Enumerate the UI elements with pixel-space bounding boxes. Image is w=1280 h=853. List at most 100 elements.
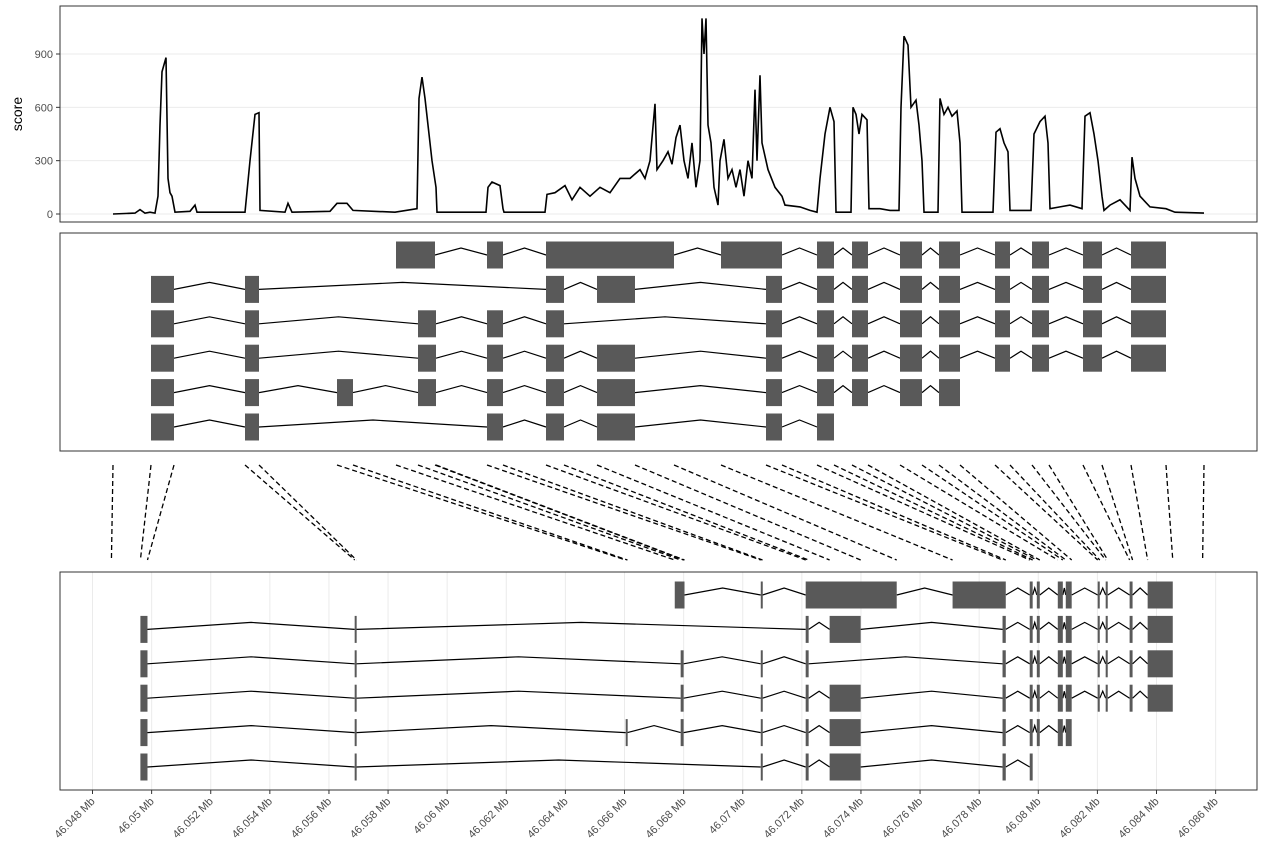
- exon: [817, 344, 834, 372]
- intron: [808, 724, 830, 734]
- exon: [760, 581, 763, 609]
- intron: [1005, 656, 1031, 665]
- x-tick-label: 46.078 Mb: [939, 796, 984, 841]
- exon: [1083, 241, 1102, 269]
- intron: [762, 690, 806, 699]
- exon: [805, 581, 897, 609]
- intron: [867, 350, 901, 359]
- intron: [502, 247, 547, 256]
- intron: [502, 384, 547, 394]
- exon: [939, 241, 960, 269]
- x-tick-label: 46.056 Mb: [289, 796, 334, 841]
- intron: [781, 281, 818, 290]
- intron: [867, 316, 901, 325]
- x-tick-label: 46.068 Mb: [643, 796, 688, 841]
- exon: [597, 275, 635, 303]
- intron: [1039, 587, 1059, 596]
- intron: [634, 350, 767, 359]
- intron: [959, 316, 996, 325]
- exon: [245, 310, 259, 338]
- exon: [829, 719, 861, 747]
- exon: [817, 413, 834, 441]
- connector: [634, 464, 861, 561]
- connector: [921, 464, 1064, 561]
- exon: [805, 615, 809, 643]
- exon: [817, 379, 834, 407]
- y-tick-label: 900: [35, 49, 53, 61]
- connector: [1201, 464, 1205, 561]
- intron: [1099, 586, 1107, 596]
- intron: [762, 759, 806, 768]
- connector: [486, 464, 761, 561]
- intron: [921, 350, 940, 359]
- exon: [1147, 615, 1173, 643]
- intron: [1132, 621, 1149, 630]
- intron: [563, 384, 598, 394]
- connector: [851, 464, 1038, 561]
- connector: [959, 464, 1073, 561]
- intron: [1071, 690, 1098, 699]
- intron: [1032, 689, 1038, 699]
- exon: [1131, 310, 1166, 338]
- intron: [356, 690, 681, 699]
- exon: [1002, 650, 1006, 678]
- y-tick-label: 600: [35, 102, 53, 114]
- exon: [487, 241, 503, 269]
- connector: [1009, 464, 1101, 561]
- exon: [1029, 615, 1033, 643]
- intron: [1062, 691, 1067, 699]
- exon: [1057, 615, 1063, 643]
- exon: [140, 753, 148, 781]
- connector: [899, 464, 1059, 561]
- exon: [1097, 650, 1100, 678]
- intron: [563, 350, 598, 359]
- intron: [808, 656, 1003, 665]
- exon: [766, 275, 782, 303]
- intron: [258, 350, 419, 359]
- exon: [760, 753, 763, 781]
- intron: [356, 621, 806, 630]
- exon: [995, 241, 1010, 269]
- exon: [852, 310, 868, 338]
- intron: [258, 281, 547, 290]
- connector: [417, 464, 681, 561]
- exon: [354, 650, 357, 678]
- intron: [434, 247, 488, 256]
- exon: [805, 753, 809, 781]
- intron: [921, 384, 940, 394]
- intron: [833, 281, 853, 290]
- exon: [1129, 684, 1133, 712]
- intron: [1071, 587, 1098, 596]
- intron: [1032, 723, 1038, 733]
- exon: [151, 344, 174, 372]
- intron: [860, 724, 1003, 734]
- intron: [781, 247, 818, 256]
- intron: [356, 656, 681, 665]
- connector: [244, 464, 356, 561]
- exon: [625, 719, 628, 747]
- connector: [352, 464, 628, 561]
- intron: [1107, 690, 1130, 699]
- exon: [1147, 650, 1173, 678]
- intron: [1132, 655, 1149, 665]
- exon: [1065, 581, 1072, 609]
- exon: [140, 615, 148, 643]
- intron: [781, 350, 818, 359]
- x-tick-label: 46.082 Mb: [1057, 796, 1102, 841]
- exon: [760, 719, 763, 747]
- intron: [833, 350, 853, 359]
- exon: [766, 310, 782, 338]
- exon: [760, 684, 763, 712]
- intron: [762, 724, 806, 734]
- exon: [939, 275, 960, 303]
- exon: [1129, 581, 1133, 609]
- connector: [1165, 464, 1174, 561]
- intron: [921, 281, 940, 290]
- intron: [808, 621, 830, 630]
- exon: [939, 344, 960, 372]
- exon: [900, 275, 922, 303]
- exon: [1083, 310, 1102, 338]
- exon: [995, 344, 1010, 372]
- intron: [673, 247, 722, 256]
- intron: [258, 419, 488, 428]
